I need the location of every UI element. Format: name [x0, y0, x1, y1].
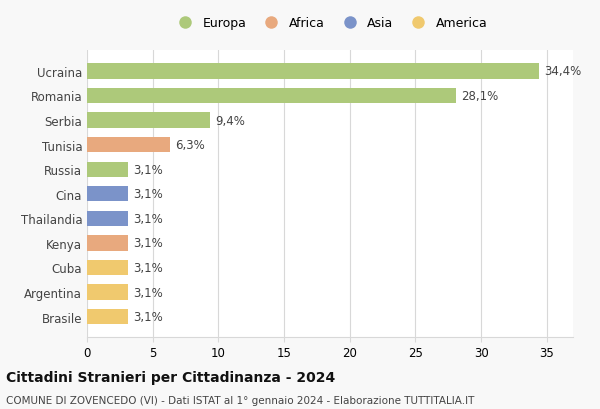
- Bar: [87, 89, 456, 104]
- Bar: [87, 236, 128, 251]
- Text: 3,1%: 3,1%: [133, 237, 163, 250]
- Text: 34,4%: 34,4%: [544, 65, 581, 78]
- Bar: [87, 285, 128, 300]
- Text: 3,1%: 3,1%: [133, 212, 163, 225]
- Bar: [87, 113, 211, 128]
- Bar: [87, 64, 539, 79]
- Text: 3,1%: 3,1%: [133, 261, 163, 274]
- Text: 9,4%: 9,4%: [216, 114, 245, 127]
- Bar: [87, 138, 170, 153]
- Text: 28,1%: 28,1%: [461, 90, 499, 103]
- Text: 3,1%: 3,1%: [133, 163, 163, 176]
- Bar: [87, 162, 128, 178]
- Text: 3,1%: 3,1%: [133, 310, 163, 323]
- Text: 6,3%: 6,3%: [175, 139, 205, 152]
- Bar: [87, 187, 128, 202]
- Bar: [87, 309, 128, 324]
- Bar: [87, 260, 128, 275]
- Bar: [87, 211, 128, 226]
- Legend: Europa, Africa, Asia, America: Europa, Africa, Asia, America: [172, 17, 488, 30]
- Text: COMUNE DI ZOVENCEDO (VI) - Dati ISTAT al 1° gennaio 2024 - Elaborazione TUTTITAL: COMUNE DI ZOVENCEDO (VI) - Dati ISTAT al…: [6, 396, 475, 405]
- Text: Cittadini Stranieri per Cittadinanza - 2024: Cittadini Stranieri per Cittadinanza - 2…: [6, 370, 335, 384]
- Text: 3,1%: 3,1%: [133, 188, 163, 201]
- Text: 3,1%: 3,1%: [133, 286, 163, 299]
